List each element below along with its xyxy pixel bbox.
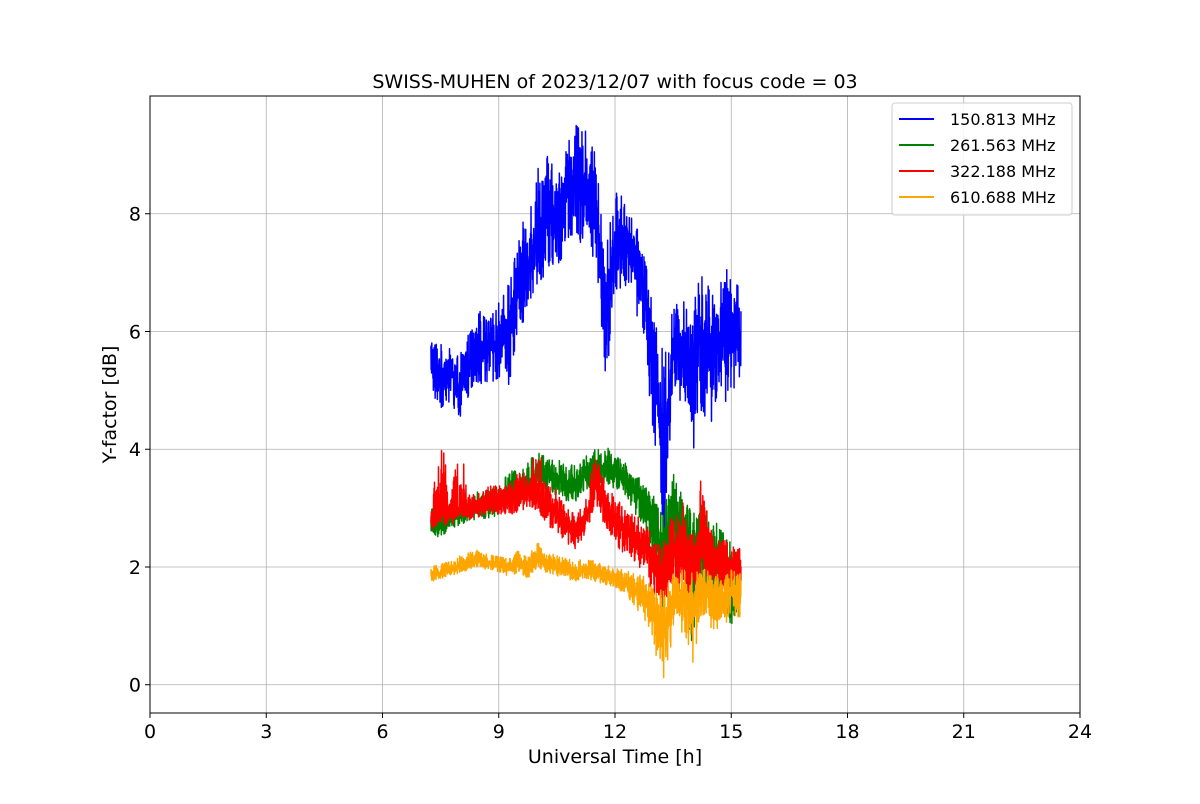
x-tick-label: 9 <box>493 721 505 743</box>
legend: 150.813 MHz 261.563 MHz 322.188 MHz 610.688… <box>891 102 1073 216</box>
x-axis-label: Universal Time [h] <box>528 746 702 768</box>
y-axis-label: Y-factor [dB] <box>99 346 121 465</box>
y-tick-label: 4 <box>129 439 141 461</box>
legend-box <box>891 102 1073 216</box>
legend-label: 150.813 MHz <box>950 110 1055 129</box>
legend-label: 261.563 MHz <box>950 136 1055 155</box>
x-tick-label: 21 <box>952 721 976 743</box>
series-line <box>430 542 742 679</box>
x-tick-label: 3 <box>260 721 272 743</box>
legend-label: 322.188 MHz <box>950 162 1055 181</box>
y-tick-label: 2 <box>129 557 141 579</box>
x-tick-label: 15 <box>719 721 743 743</box>
x-tick-label: 24 <box>1068 721 1092 743</box>
y-tick-label: 0 <box>129 675 141 697</box>
x-tick-label: 12 <box>603 721 627 743</box>
legend-label: 610.688 MHz <box>950 188 1055 207</box>
y-tick-label: 6 <box>129 321 141 343</box>
series-layer <box>430 124 742 679</box>
x-tick-label: 18 <box>835 721 859 743</box>
y-tick-label: 8 <box>129 204 141 226</box>
x-tick-label: 6 <box>376 721 388 743</box>
x-tick-label: 0 <box>144 721 156 743</box>
series-line <box>430 449 742 602</box>
series-line <box>430 124 742 535</box>
chart-title: SWISS-MUHEN of 2023/12/07 with focus cod… <box>372 71 857 93</box>
